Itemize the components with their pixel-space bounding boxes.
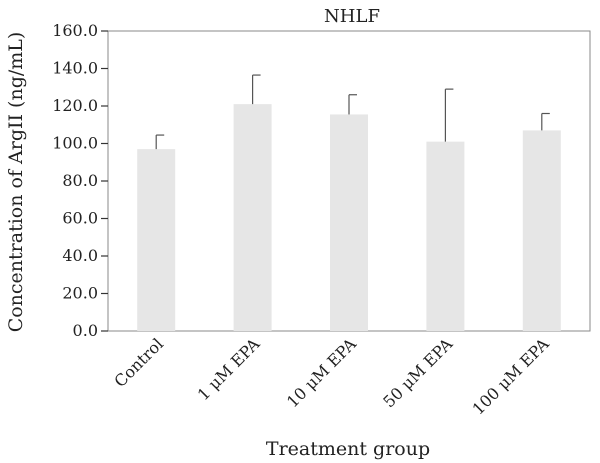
chart-title: NHLF <box>324 6 380 27</box>
y-axis: 0.0 20.0 40.0 60.0 80.0 100.0 120.0 140.0 160.0 <box>52 21 108 340</box>
bar <box>426 141 465 331</box>
y-tick-label: 80.0 <box>62 171 98 190</box>
y-tick-label: 120.0 <box>52 96 98 115</box>
x-axis-title: Treatment group <box>266 438 430 460</box>
x-tick-label: 10 μM EPA <box>283 334 360 411</box>
bar <box>233 104 272 331</box>
y-tick-label: 60.0 <box>62 209 98 228</box>
y-tick-label: 0.0 <box>73 321 98 340</box>
y-axis-title: Concentration of ArgII (ng/mL) <box>5 32 27 333</box>
y-tick-label: 20.0 <box>62 284 98 303</box>
x-tick-label: 50 μM EPA <box>379 334 456 411</box>
x-tick-label: 1 μM EPA <box>194 334 264 404</box>
y-tick-label: 40.0 <box>62 246 98 265</box>
x-tick-label: 100 μM EPA <box>468 334 552 418</box>
bar <box>522 130 561 331</box>
y-tick-label: 160.0 <box>52 21 98 40</box>
x-axis: Control 1 μM EPA 10 μM EPA 50 μM EPA 100 μM … <box>110 334 552 418</box>
bar <box>137 149 176 331</box>
error-bars-group <box>155 74 550 150</box>
y-tick-label: 140.0 <box>52 59 98 78</box>
x-tick-label: Control <box>110 334 167 391</box>
y-tick-label: 100.0 <box>52 134 98 153</box>
bar <box>330 114 368 331</box>
bars-group <box>137 104 561 331</box>
